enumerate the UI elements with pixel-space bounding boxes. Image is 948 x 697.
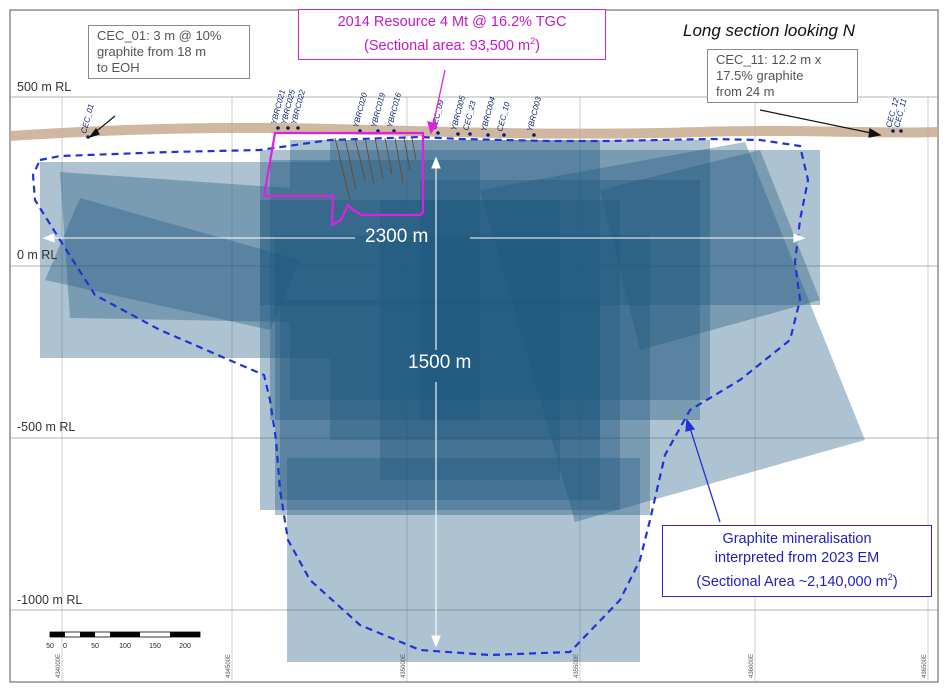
- drillhole-collar: [899, 129, 903, 133]
- em-plate: [280, 300, 600, 500]
- easting-label: 435500E: [574, 654, 580, 678]
- resource-leader: [427, 69, 446, 135]
- callout-cec11: CEC_11: 12.2 m x 17.5% graphite from 24 …: [707, 49, 858, 103]
- mineralisation-outline: [31, 135, 810, 657]
- topography-surface: [10, 122, 938, 141]
- easting-label: 436500E: [922, 654, 928, 678]
- drillhole-collar: [468, 132, 472, 136]
- em-plate: [600, 150, 820, 350]
- em-plate: [40, 162, 330, 358]
- scale-label: 200: [179, 643, 191, 650]
- em-plate: [45, 198, 300, 330]
- dimension-arrows: [42, 156, 806, 648]
- resource-title: 2014 Resource 4 Mt @ 16.2% TGC: [337, 14, 567, 30]
- resource-outline: [262, 131, 425, 227]
- scale-label: 50: [91, 643, 99, 650]
- scale-label: 100: [119, 643, 131, 650]
- scale-label: 0: [63, 643, 67, 650]
- rl-label-0: 0 m RL: [17, 248, 58, 262]
- em-plates: [40, 140, 865, 662]
- easting-label: 434500E: [226, 654, 232, 678]
- em-plate: [275, 235, 650, 515]
- em-plate: [290, 140, 710, 400]
- leader-lines: [88, 109, 882, 139]
- em-plate: [480, 142, 865, 522]
- drillhole-traces: [334, 137, 417, 201]
- em-plate: [260, 200, 620, 510]
- drillhole-collar: [486, 133, 490, 137]
- mineral-line-1: Graphite mineralisation: [722, 531, 872, 547]
- easting-label: 436000E: [749, 654, 755, 678]
- callout-2014-resource: 2014 Resource 4 Mt @ 16.2% TGC (Sectiona…: [298, 9, 606, 60]
- mineral-leader: [685, 418, 721, 523]
- em-plate: [270, 160, 480, 420]
- drillhole-collar: [296, 126, 300, 130]
- rl-label-500: 500 m RL: [17, 80, 72, 94]
- em-plate: [60, 172, 290, 322]
- easting-label: 434000E: [56, 654, 62, 678]
- mineral-line-2: interpreted from 2023 EM: [714, 550, 880, 566]
- dimension-width-label: 2300 m: [365, 226, 429, 247]
- callout-cec01: CEC_01: 3 m @ 10% graphite from 18 m to …: [88, 25, 250, 79]
- drillhole-collar: [891, 129, 895, 133]
- scale-label: 50: [46, 643, 54, 650]
- drillhole-collar: [532, 133, 536, 137]
- mineral-area: (Sectional Area ~2,140,000 m2): [696, 572, 898, 590]
- section-title: Long section looking N: [683, 21, 856, 40]
- drillhole-collar: [276, 126, 280, 130]
- easting-label: 435000E: [401, 654, 407, 678]
- rl-label-minus-500: -500 m RL: [17, 420, 76, 434]
- em-plate: [420, 180, 700, 420]
- drillhole-collar: [436, 131, 440, 135]
- em-plate: [380, 200, 560, 480]
- rl-label-minus-1000: -1000 m RL: [17, 593, 83, 607]
- drillhole-collar: [286, 126, 290, 130]
- callout-mineralisation: Graphite mineralisation interpreted from…: [662, 525, 932, 597]
- drillhole-collar: [502, 133, 506, 137]
- drillhole-collar: [456, 132, 460, 136]
- em-plate: [260, 150, 820, 305]
- dimension-height-label: 1500 m: [408, 352, 472, 373]
- scale-bar: 50 0 50 100 150 200: [46, 631, 201, 650]
- scale-label: 150: [149, 643, 161, 650]
- em-plate: [287, 458, 640, 662]
- resource-area: (Sectional area: 93,500 m2): [364, 36, 540, 54]
